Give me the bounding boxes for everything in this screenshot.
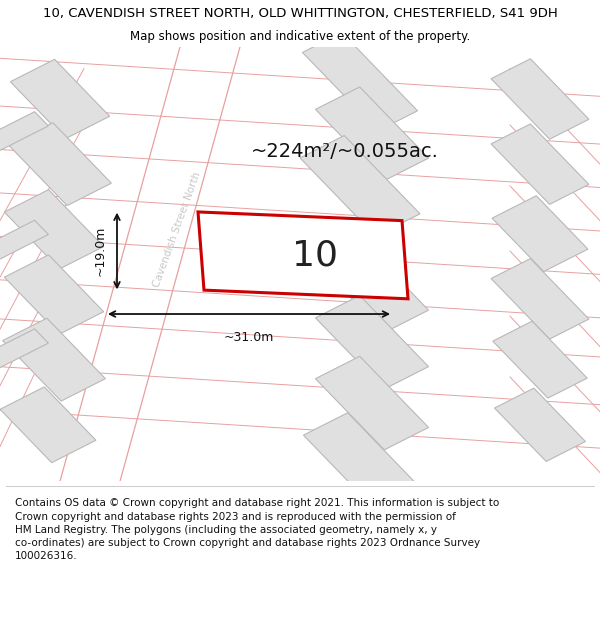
Polygon shape bbox=[2, 318, 106, 401]
Polygon shape bbox=[316, 87, 428, 181]
Text: Map shows position and indicative extent of the property.: Map shows position and indicative extent… bbox=[130, 30, 470, 43]
Polygon shape bbox=[4, 189, 104, 269]
Polygon shape bbox=[198, 212, 408, 299]
Polygon shape bbox=[491, 259, 589, 339]
Polygon shape bbox=[0, 220, 49, 264]
Text: 10, CAVENDISH STREET NORTH, OLD WHITTINGTON, CHESTERFIELD, S41 9DH: 10, CAVENDISH STREET NORTH, OLD WHITTING… bbox=[43, 7, 557, 19]
Polygon shape bbox=[494, 388, 586, 461]
Text: ~224m²/~0.055ac.: ~224m²/~0.055ac. bbox=[251, 142, 439, 161]
Polygon shape bbox=[316, 296, 428, 389]
Polygon shape bbox=[10, 59, 110, 139]
Polygon shape bbox=[316, 356, 428, 450]
Text: Cavendish Street North: Cavendish Street North bbox=[151, 170, 203, 288]
Polygon shape bbox=[4, 255, 104, 334]
Polygon shape bbox=[8, 122, 112, 206]
Polygon shape bbox=[491, 59, 589, 139]
Text: 10: 10 bbox=[292, 238, 338, 272]
Polygon shape bbox=[0, 112, 49, 156]
Polygon shape bbox=[491, 124, 589, 204]
Polygon shape bbox=[0, 329, 49, 373]
Text: ~19.0m: ~19.0m bbox=[93, 226, 106, 276]
Polygon shape bbox=[304, 412, 416, 506]
Polygon shape bbox=[316, 239, 428, 332]
Polygon shape bbox=[300, 136, 420, 236]
Polygon shape bbox=[493, 321, 587, 398]
Polygon shape bbox=[492, 196, 588, 271]
Polygon shape bbox=[302, 32, 418, 131]
Text: ~31.0m: ~31.0m bbox=[224, 331, 274, 344]
Polygon shape bbox=[0, 387, 96, 462]
Text: Contains OS data © Crown copyright and database right 2021. This information is : Contains OS data © Crown copyright and d… bbox=[15, 499, 499, 561]
